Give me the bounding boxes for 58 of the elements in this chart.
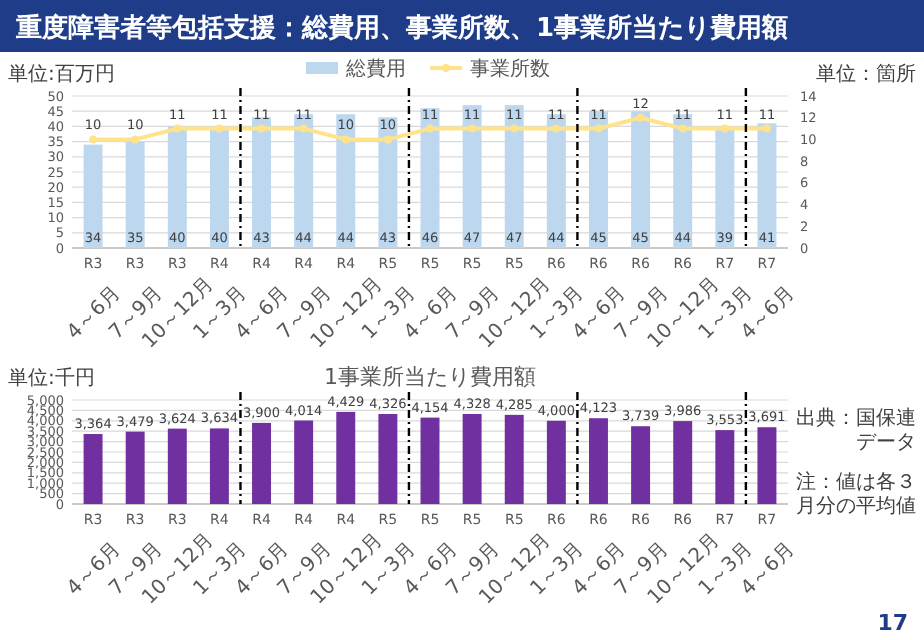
legend-label: 事業所数 (470, 57, 550, 81)
bar (167, 126, 187, 248)
text: 注：値は各３月分の平均値 (796, 470, 916, 518)
bar (631, 111, 651, 248)
bar (462, 105, 482, 248)
point (131, 135, 140, 144)
point (594, 124, 603, 133)
bar (546, 420, 566, 504)
bar (420, 108, 440, 248)
point (383, 135, 392, 144)
bar (209, 428, 229, 504)
point (215, 124, 224, 133)
bar (336, 114, 356, 248)
point (762, 124, 771, 133)
chart-title: 1事業所当たり費用額 (324, 364, 536, 390)
source-note: 出典：国保連データ (796, 406, 916, 454)
bar (504, 105, 524, 248)
bar (252, 117, 271, 248)
point (257, 124, 266, 133)
bar (336, 411, 356, 504)
bar (631, 426, 651, 504)
point (636, 113, 645, 122)
bar (420, 417, 440, 504)
bar (125, 141, 145, 248)
bar (209, 126, 229, 248)
bar (757, 427, 777, 504)
point (552, 124, 561, 133)
bar (588, 111, 608, 248)
bar (83, 434, 103, 504)
bar (504, 414, 524, 504)
point (299, 124, 308, 133)
point (341, 135, 350, 144)
point (173, 124, 182, 133)
bar (588, 418, 608, 504)
y2-axis-title: 単位：箇所 (816, 62, 916, 86)
bar (715, 430, 735, 504)
legend-label: 総費用 (344, 57, 406, 81)
point (678, 124, 687, 133)
bar (125, 431, 145, 504)
bar (462, 413, 482, 504)
chart-title: 重度障害者等包括支援：総費用、事業所数、1事業所当たり費用額 (14, 12, 789, 44)
bar (378, 414, 398, 504)
point (510, 124, 519, 133)
point (720, 124, 729, 133)
y-axis-title: 単位:千円 (8, 366, 95, 390)
bar (673, 421, 693, 504)
bar (167, 428, 187, 504)
bar (378, 117, 398, 248)
bar (252, 422, 271, 504)
bar (294, 420, 314, 504)
bar (83, 144, 103, 248)
point (89, 135, 98, 144)
text: 17 (877, 610, 908, 636)
point (426, 124, 434, 133)
point (468, 124, 477, 133)
y-axis-title: 単位:百万円 (8, 62, 115, 86)
bar (715, 129, 735, 248)
bar (757, 123, 777, 248)
